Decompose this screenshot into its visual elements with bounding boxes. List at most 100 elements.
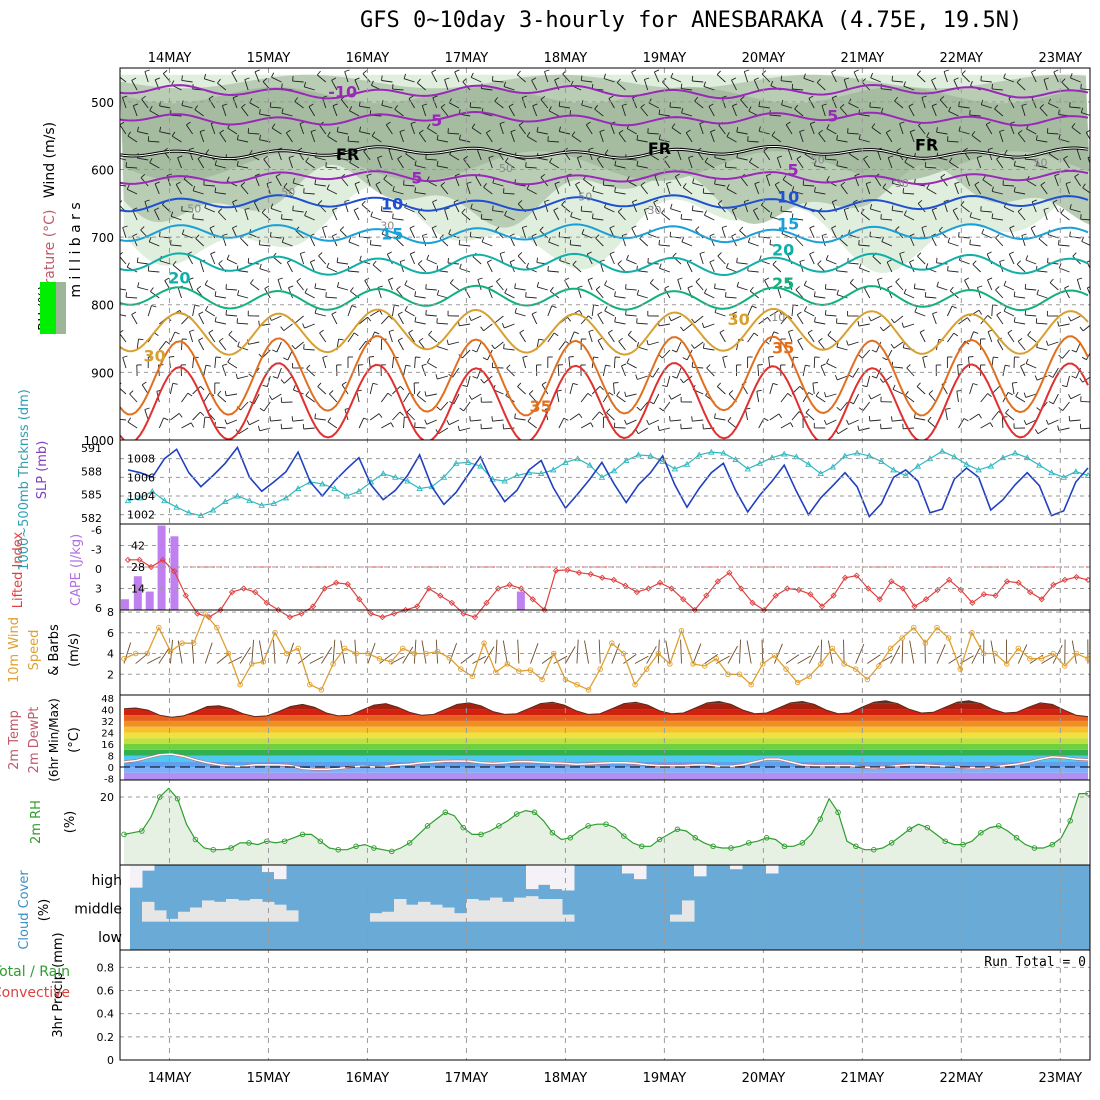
wind-barb xyxy=(448,419,460,426)
wind-barb-flag xyxy=(887,285,893,289)
wind-barb-flag xyxy=(586,121,591,126)
thickness-point xyxy=(562,458,569,465)
wind-barb-flag xyxy=(471,349,477,353)
wind-barb xyxy=(626,259,637,265)
wind-barb-flag xyxy=(1007,392,1013,396)
wind-barb xyxy=(203,392,211,403)
pressure-tick-label: 1000 xyxy=(83,434,114,448)
wind-barb xyxy=(426,419,437,425)
wind-barb-flag xyxy=(248,373,253,378)
rh2m-axis-unit: (%) xyxy=(63,811,78,834)
wind-barb-flag xyxy=(895,226,900,231)
wind-barb-flag xyxy=(970,81,973,86)
wind-barb-flag xyxy=(189,147,195,151)
thickness-point xyxy=(999,454,1007,461)
wind-barb xyxy=(1047,132,1059,135)
wind-barb-flag xyxy=(770,80,774,86)
wind-barb-flag xyxy=(754,77,759,81)
wind-barb-flag xyxy=(632,199,638,203)
wind-barb-flag xyxy=(463,155,468,160)
wind-barb-flag xyxy=(1069,204,1072,210)
wind-barb xyxy=(137,157,149,161)
lifted-index-point xyxy=(1050,581,1057,589)
wind-barb-flag xyxy=(888,155,894,159)
wind-barb xyxy=(831,71,837,83)
wind-barb-flag xyxy=(948,106,952,112)
isotherm-20 xyxy=(120,252,1089,277)
wind-barb xyxy=(1025,158,1037,161)
wind-barb xyxy=(692,366,704,369)
wind-barb-flag xyxy=(936,257,938,263)
wind-barb-flag xyxy=(572,382,578,386)
wind-barb-flag xyxy=(258,320,260,326)
wind10-speed-point xyxy=(1003,661,1010,667)
wind-barb xyxy=(177,157,182,169)
wind-barb-flag xyxy=(371,131,376,137)
wind-barb-flag xyxy=(1065,181,1071,185)
wind-barb-flag xyxy=(958,231,960,238)
wind-barb xyxy=(681,218,693,221)
wind-barb-flag xyxy=(1057,425,1060,431)
wind10-speed-point xyxy=(701,663,708,669)
wind-barb-flag xyxy=(235,373,238,379)
wind-barb-flag xyxy=(680,214,683,220)
isotherm-label: -10 xyxy=(328,83,357,102)
wind-barb xyxy=(232,97,238,109)
wind-barb xyxy=(743,71,749,83)
wind-barb-flag xyxy=(397,311,403,315)
wind-barb xyxy=(337,157,349,161)
wind-barb-flag xyxy=(858,354,863,359)
wind-barb-flag xyxy=(133,103,139,107)
wind-barb-flag xyxy=(540,173,546,178)
wind-barb xyxy=(186,254,193,265)
rh2m-point xyxy=(817,816,823,822)
wind-barb xyxy=(231,72,238,83)
wind-barb-flag xyxy=(972,260,977,265)
wind-barb xyxy=(403,184,415,187)
lifted-index-point xyxy=(969,599,976,606)
rh-bright-blob xyxy=(478,580,502,600)
wind-barb xyxy=(371,135,382,143)
cloud-high-cell xyxy=(694,865,707,877)
wind-barb xyxy=(525,166,537,169)
wind-barb-flag xyxy=(844,77,850,80)
wind-barb xyxy=(640,185,649,195)
wind-barb-flag xyxy=(297,147,303,152)
wind-barb xyxy=(347,305,353,317)
wind-barb-flag xyxy=(137,282,140,288)
day-label-top: 14MAY xyxy=(148,51,192,66)
wind-barb-flag xyxy=(644,207,650,210)
wind-barb xyxy=(872,256,882,265)
wind-barb xyxy=(540,99,549,109)
wind-barb-flag xyxy=(793,356,799,359)
wind-barb xyxy=(876,367,882,379)
wind-barb-flag xyxy=(968,356,974,358)
wind-barb xyxy=(363,150,371,161)
wind-barb-flag xyxy=(981,228,985,234)
thickness-point xyxy=(878,458,885,464)
wind-barb-flag xyxy=(767,317,771,322)
wind-barb xyxy=(337,262,349,265)
wind-barb-flag xyxy=(544,199,550,202)
wind-barb xyxy=(892,388,904,395)
wind-barb-flag xyxy=(1017,337,1023,342)
cloud-mid-cell xyxy=(166,918,179,922)
wind-barb xyxy=(437,139,448,143)
wind-barb xyxy=(840,184,848,195)
wind-barb-flag xyxy=(1058,263,1062,269)
wind-barb xyxy=(120,288,127,291)
day-label-bottom: 20MAY xyxy=(742,1071,786,1086)
wind-barb xyxy=(340,177,349,187)
wind10-speed-point xyxy=(516,668,522,674)
wind-barb-flag xyxy=(150,287,154,292)
wind-barb xyxy=(219,132,227,143)
wind-barb-flag xyxy=(468,394,473,400)
wind-barb xyxy=(753,79,760,91)
wind-barb xyxy=(459,323,471,327)
wind-barb xyxy=(710,131,715,143)
isotherm-label: 5 xyxy=(431,111,442,130)
wind-barb xyxy=(761,73,771,83)
wind-barb xyxy=(226,419,238,425)
wind-barb xyxy=(781,80,793,83)
wind-barb-flag xyxy=(204,416,210,419)
